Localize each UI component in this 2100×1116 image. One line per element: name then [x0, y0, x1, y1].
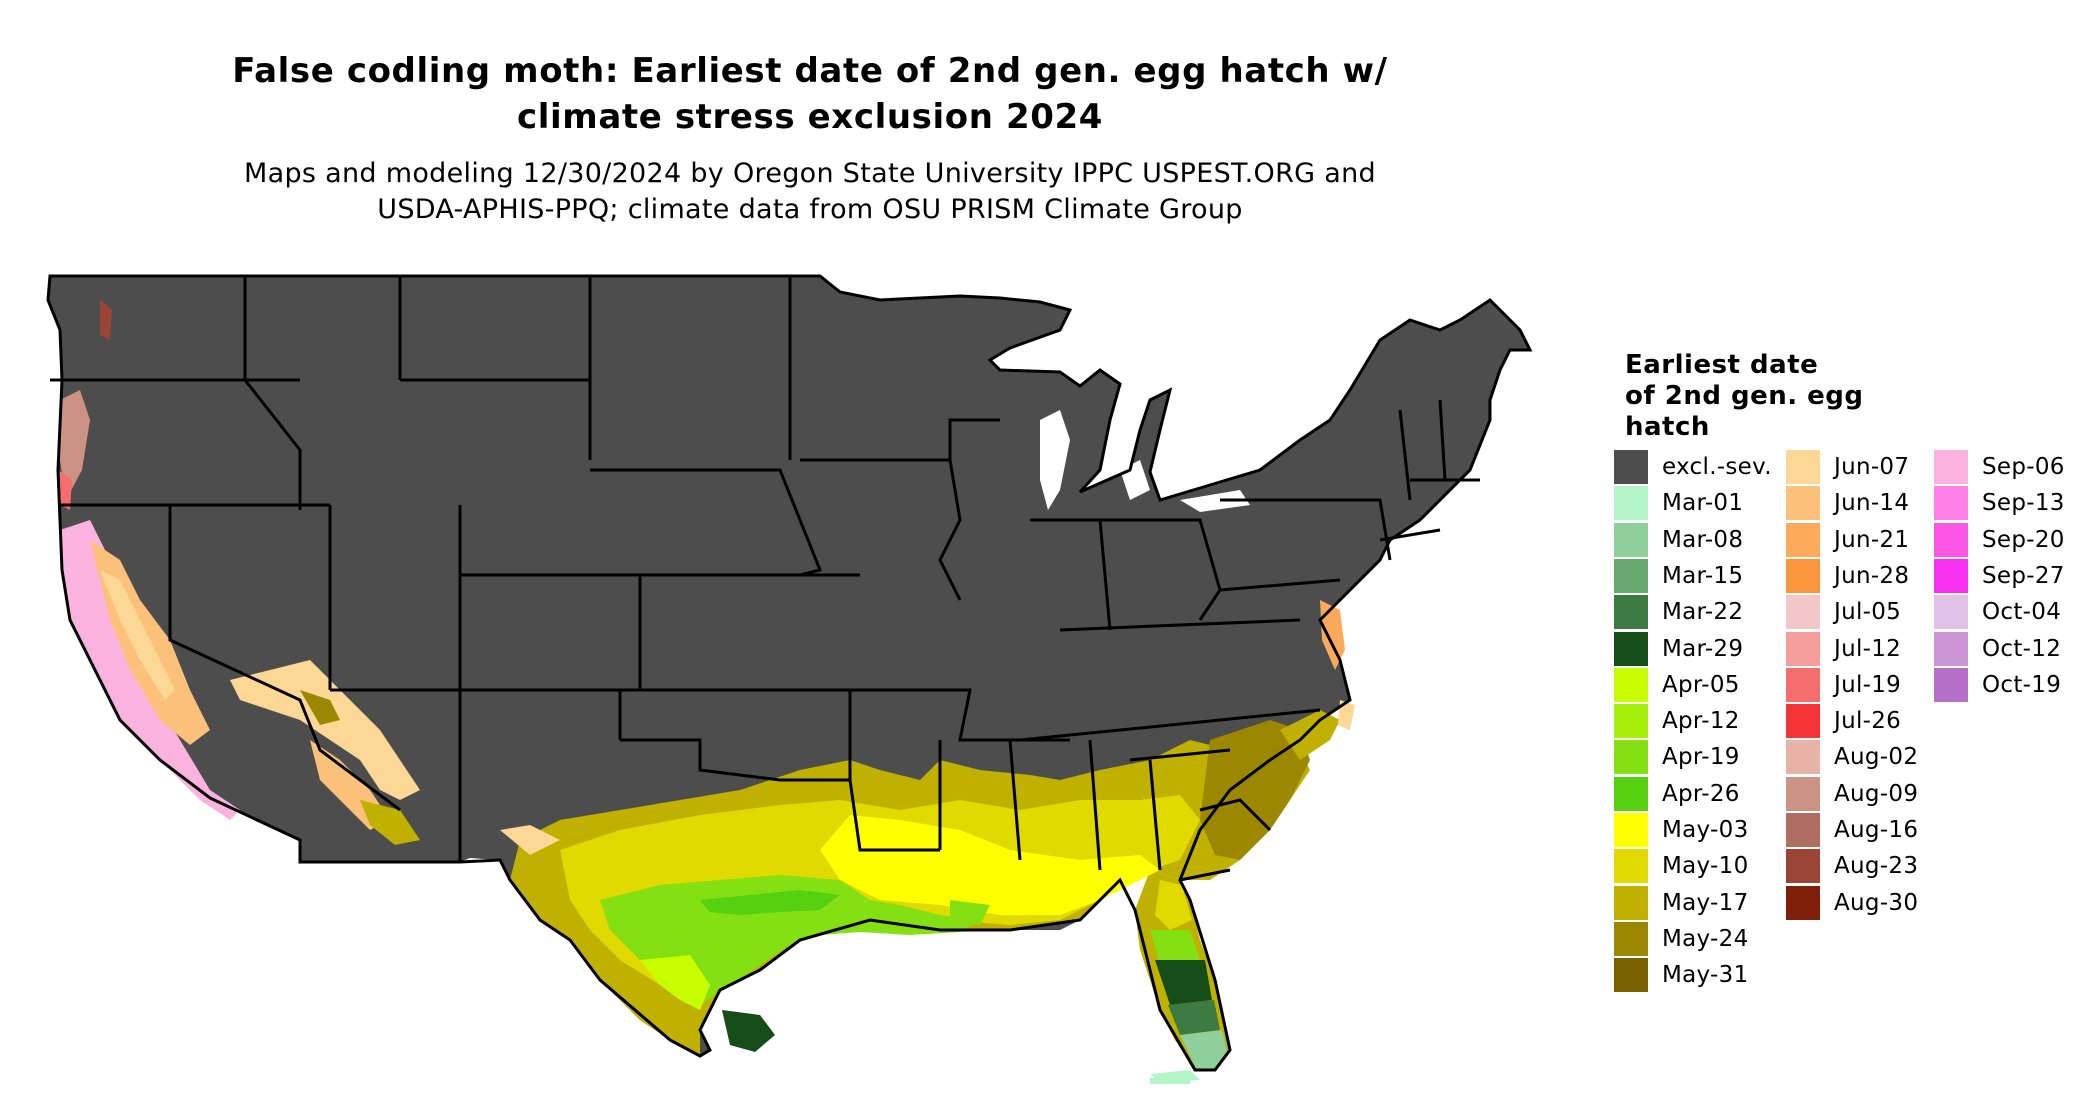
legend-swatch — [1614, 885, 1648, 920]
legend-swatch — [1614, 958, 1648, 993]
legend-label: Jul-05 — [1834, 599, 1902, 626]
legend-label: Aug-23 — [1834, 853, 1919, 880]
legend-swatch — [1786, 885, 1820, 920]
legend-swatch — [1786, 450, 1820, 484]
legend-swatch — [1614, 631, 1648, 666]
legend-label: Sep-27 — [1982, 562, 2065, 589]
legend-swatch — [1934, 450, 1968, 484]
legend-title-line-1: Earliest date — [1625, 350, 1819, 380]
legend-label: excl.-sev. — [1662, 454, 1772, 480]
legend-swatch — [1934, 631, 1968, 666]
legend-label: Jun-07 — [1834, 454, 1910, 480]
legend-swatch — [1614, 486, 1648, 521]
legend-label: Jun-28 — [1834, 562, 1910, 589]
legend-label: Mar-08 — [1662, 526, 1744, 553]
delmarva-area — [1320, 600, 1355, 730]
subtitle-line-1: Maps and modeling 12/30/2024 by Oregon S… — [244, 158, 1376, 189]
legend-title: Earliest date of 2nd gen. egg hatch — [1625, 350, 1885, 443]
legend-title-line-2: of 2nd gen. egg — [1625, 381, 1864, 411]
legend-title-line-3: hatch — [1625, 412, 1710, 442]
map-title: False codling moth: Earliest date of 2nd… — [60, 48, 1560, 140]
legend-label: Jul-19 — [1834, 671, 1902, 698]
subtitle-line-2: USDA-APHIS-PPQ; climate data from OSU PR… — [377, 194, 1243, 225]
legend-swatch — [1614, 813, 1648, 847]
legend-label: Apr-05 — [1662, 671, 1740, 698]
legend-label: May-24 — [1662, 925, 1749, 952]
legend-swatch — [1786, 704, 1820, 739]
great-lakes — [1040, 410, 1250, 512]
gulf-coast-bands — [510, 740, 1310, 1056]
legend-label: May-10 — [1662, 853, 1749, 880]
legend-label: Sep-20 — [1982, 526, 2065, 553]
legend-swatch — [1614, 667, 1648, 702]
legend-label: Aug-09 — [1834, 780, 1919, 807]
map-subtitle: Maps and modeling 12/30/2024 by Oregon S… — [60, 156, 1560, 228]
legend-swatch — [1614, 450, 1648, 484]
legend-label: Apr-26 — [1662, 780, 1740, 807]
florida — [1135, 870, 1230, 1082]
legend-label: Apr-12 — [1662, 708, 1740, 735]
legend-label: Sep-13 — [1982, 490, 2065, 517]
legend-swatch — [1786, 522, 1820, 557]
legend-swatch — [1614, 704, 1648, 739]
us-map — [46, 274, 1533, 1084]
legend-label: Mar-29 — [1662, 635, 1744, 662]
legend-swatch — [1934, 667, 1968, 702]
legend-label: Oct-12 — [1982, 635, 2062, 662]
legend-label: Mar-22 — [1662, 599, 1744, 626]
legend-swatch — [1786, 558, 1820, 593]
legend-swatch — [1614, 522, 1648, 557]
legend-swatch — [1786, 776, 1820, 811]
legend-label: Aug-02 — [1834, 744, 1919, 771]
legend-swatch — [1934, 558, 1968, 593]
legend-label: Oct-04 — [1982, 599, 2062, 626]
legend-swatch — [1934, 486, 1968, 521]
legend-swatch — [1614, 776, 1648, 811]
legend-swatch — [1786, 813, 1820, 847]
state-borders — [46, 274, 1533, 1072]
legend-label: May-31 — [1662, 962, 1749, 989]
legend-swatch — [1934, 595, 1968, 630]
legend-swatch — [1786, 486, 1820, 521]
florida-keys — [1150, 1078, 1190, 1084]
legend-swatch — [1786, 595, 1820, 630]
legend-swatch — [1934, 522, 1968, 557]
legend-label: Jun-21 — [1834, 526, 1910, 553]
legend-label: Aug-30 — [1834, 889, 1919, 916]
legend-swatch — [1614, 595, 1648, 630]
legend-swatch — [1786, 849, 1820, 884]
legend-label: Sep-06 — [1982, 454, 2065, 480]
southeast-bands — [1200, 710, 1340, 860]
legend-swatch — [1614, 921, 1648, 956]
legend-label: Oct-19 — [1982, 671, 2062, 698]
legend-swatch — [1786, 740, 1820, 775]
legend-swatch — [1614, 849, 1648, 884]
legend-label: Apr-19 — [1662, 744, 1740, 771]
legend-label: Jul-26 — [1834, 708, 1902, 735]
legend-swatch — [1614, 740, 1648, 775]
title-line-2: climate stress exclusion 2024 — [517, 97, 1103, 137]
legend-label: Jun-14 — [1834, 490, 1910, 517]
legend-label: Mar-15 — [1662, 562, 1744, 589]
title-line-1: False codling moth: Earliest date of 2nd… — [232, 51, 1388, 91]
legend-label: May-03 — [1662, 817, 1749, 843]
legend-swatch — [1786, 667, 1820, 702]
legend-label: Jul-12 — [1834, 635, 1902, 662]
legend-swatch — [1786, 631, 1820, 666]
west-coast-bands — [58, 300, 560, 855]
legend-label: Mar-01 — [1662, 490, 1744, 517]
legend-label: May-17 — [1662, 889, 1749, 916]
legend-label: Aug-16 — [1834, 817, 1919, 843]
legend-swatch — [1614, 558, 1648, 593]
